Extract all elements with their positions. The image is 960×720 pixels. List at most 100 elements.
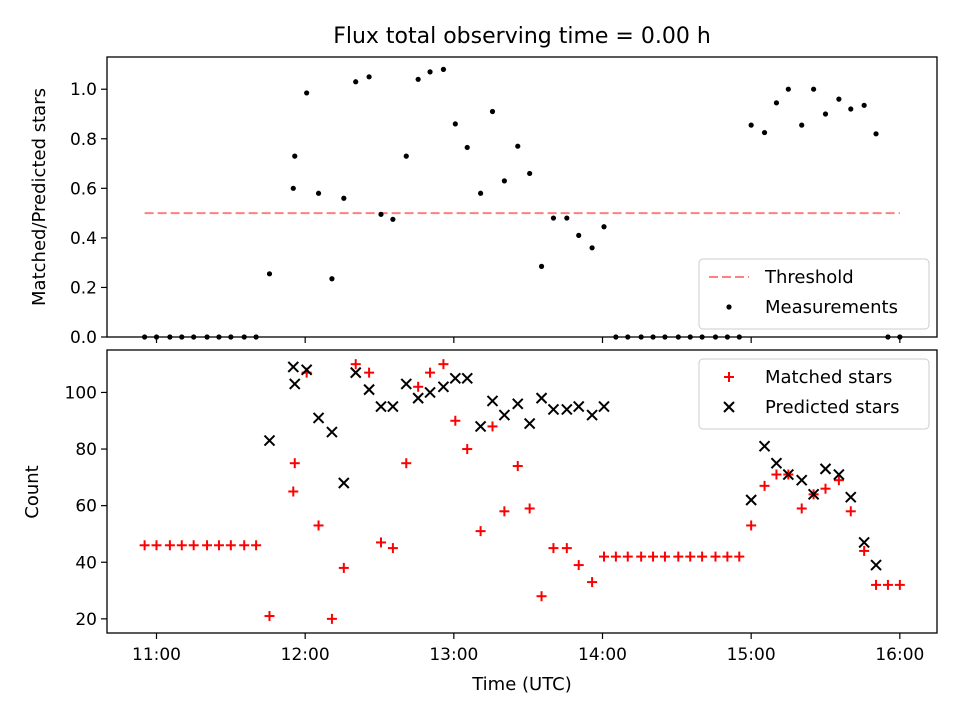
data-point bbox=[538, 263, 545, 269]
data-point bbox=[622, 551, 633, 562]
plot-frame bbox=[106, 56, 938, 338]
data-point bbox=[326, 426, 338, 438]
data-point bbox=[861, 102, 867, 108]
data-point bbox=[512, 461, 523, 472]
data-point bbox=[845, 506, 856, 517]
data-point bbox=[759, 480, 770, 491]
data-point bbox=[375, 400, 387, 413]
data-point bbox=[561, 403, 573, 416]
data-point bbox=[501, 178, 507, 184]
data-point bbox=[400, 378, 412, 390]
data-point bbox=[164, 540, 175, 551]
data-point bbox=[462, 444, 473, 455]
data-point bbox=[589, 245, 595, 251]
count-plot-panel: Count Time (UTC) 20 40 60 80 100 11:00 12:00 13… bbox=[22, 349, 938, 695]
data-point bbox=[464, 144, 470, 151]
data-point bbox=[292, 153, 298, 159]
data-point bbox=[710, 551, 721, 562]
data-point bbox=[586, 409, 598, 421]
y-tick-label: 100 bbox=[65, 383, 97, 403]
data-point bbox=[770, 457, 783, 469]
data-point bbox=[523, 417, 536, 430]
data-point bbox=[251, 540, 262, 551]
data-point bbox=[573, 560, 584, 571]
data-point bbox=[587, 577, 598, 588]
legend: Matched stars Predicted stars bbox=[698, 358, 930, 430]
data-point bbox=[387, 400, 399, 413]
data-point bbox=[685, 551, 696, 562]
data-point bbox=[427, 69, 433, 75]
data-point bbox=[287, 361, 299, 373]
x-tick-label: 11:00 bbox=[132, 645, 181, 665]
y-tick-label: 0.0 bbox=[70, 328, 97, 348]
data-point bbox=[290, 185, 296, 191]
data-point bbox=[304, 90, 310, 96]
data-point bbox=[364, 367, 375, 378]
data-point bbox=[761, 129, 768, 136]
plot-frame bbox=[106, 349, 938, 634]
data-point bbox=[486, 395, 499, 407]
data-point bbox=[547, 403, 560, 416]
y-axis-label: Count bbox=[22, 465, 43, 518]
data-point bbox=[338, 562, 349, 573]
data-point bbox=[561, 543, 572, 554]
data-point bbox=[313, 520, 324, 531]
data-point bbox=[527, 170, 533, 177]
data-point bbox=[263, 434, 276, 447]
y-tick-label: 0.4 bbox=[70, 229, 97, 249]
data-point bbox=[403, 153, 409, 159]
data-point bbox=[845, 491, 857, 503]
axis-ticks: 20 40 60 80 100 11:00 12:00 13:00 14:00 15:00 16:0… bbox=[65, 383, 925, 665]
data-point bbox=[796, 474, 808, 486]
data-markers bbox=[142, 66, 903, 340]
data-point bbox=[415, 76, 421, 82]
data-point bbox=[401, 458, 412, 469]
data-point bbox=[300, 364, 313, 376]
y-ticks: 0.0 0.2 0.4 0.6 0.8 1.0 bbox=[70, 80, 901, 348]
data-point bbox=[799, 122, 805, 128]
legend-label: Predicted stars bbox=[765, 397, 899, 418]
x-tick-label: 14:00 bbox=[578, 645, 627, 665]
data-point bbox=[353, 79, 359, 85]
data-point bbox=[807, 488, 820, 501]
data-point bbox=[722, 551, 733, 562]
data-point bbox=[796, 503, 807, 514]
data-point bbox=[350, 359, 361, 370]
ratio-plot-panel: Flux total observing time = 0.00 h Match… bbox=[29, 24, 938, 348]
x-axis-label: Time (UTC) bbox=[471, 674, 572, 695]
data-point bbox=[188, 540, 199, 551]
data-point bbox=[424, 386, 436, 399]
data-point bbox=[366, 74, 372, 80]
data-point bbox=[601, 224, 607, 230]
legend-marker-swatch bbox=[726, 304, 732, 310]
data-point bbox=[329, 276, 335, 282]
data-point bbox=[773, 100, 780, 106]
data-point bbox=[524, 503, 535, 514]
data-point bbox=[833, 475, 844, 486]
data-point bbox=[636, 551, 647, 562]
data-point bbox=[550, 215, 557, 221]
data-point bbox=[871, 579, 882, 590]
data-point bbox=[576, 232, 582, 239]
data-point bbox=[746, 520, 757, 531]
data-point bbox=[848, 106, 854, 112]
y-tick-label: 40 bbox=[75, 553, 97, 573]
data-point bbox=[288, 486, 299, 497]
data-point bbox=[139, 540, 150, 551]
legend-box bbox=[698, 358, 930, 430]
data-point bbox=[350, 366, 362, 379]
data-point bbox=[387, 543, 398, 554]
legend-marker-swatch bbox=[724, 372, 734, 382]
y-tick-label: 80 bbox=[75, 440, 97, 460]
data-point bbox=[785, 86, 791, 92]
data-point bbox=[536, 591, 547, 602]
y-tick-label: 20 bbox=[75, 610, 97, 630]
data-point bbox=[375, 537, 386, 548]
data-point bbox=[338, 477, 350, 489]
x-tick-label: 15:00 bbox=[727, 645, 776, 665]
legend-label: Matched stars bbox=[765, 367, 892, 388]
data-point bbox=[477, 190, 484, 196]
data-point bbox=[858, 536, 870, 549]
data-point bbox=[378, 211, 384, 217]
data-point bbox=[648, 551, 659, 562]
